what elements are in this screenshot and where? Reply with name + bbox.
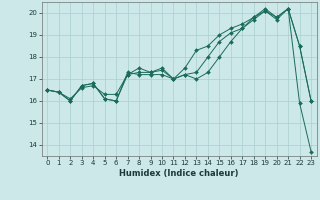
X-axis label: Humidex (Indice chaleur): Humidex (Indice chaleur): [119, 169, 239, 178]
